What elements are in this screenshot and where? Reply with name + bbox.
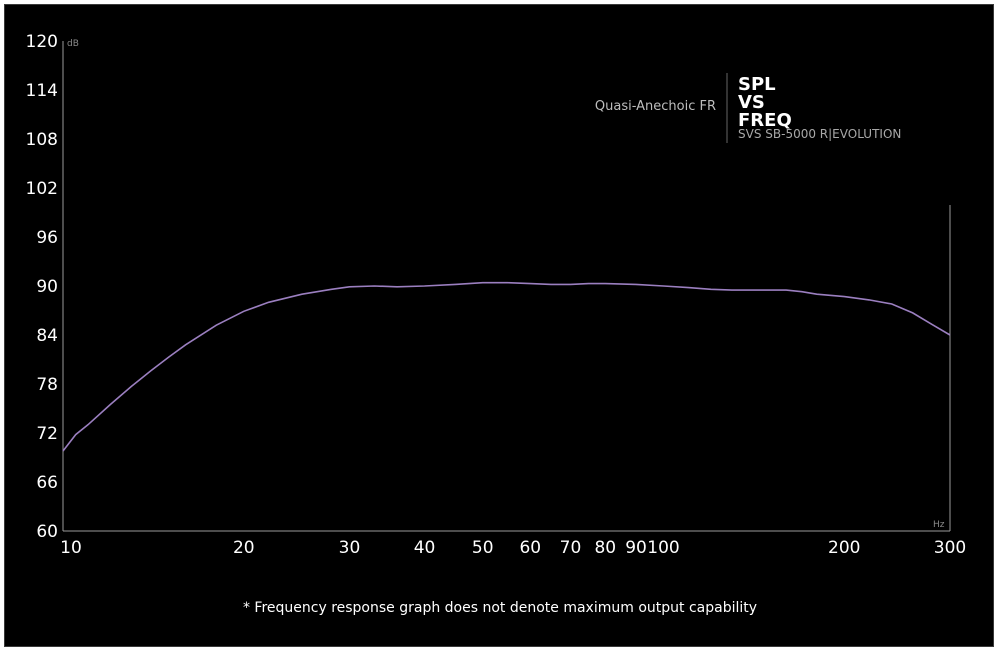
y-tick-label: 102 xyxy=(26,179,58,199)
x-tick-label: 80 xyxy=(594,538,616,558)
y-axis-unit-label: dB xyxy=(67,39,79,49)
x-axis-unit-label: Hz xyxy=(933,520,945,530)
y-tick-label: 114 xyxy=(26,81,58,101)
x-tick-labels: 10 20 30 40 50 60 70 80 90 100 200 300 xyxy=(60,538,966,558)
y-tick-labels: 120 114 108 102 96 90 84 78 72 66 60 xyxy=(26,32,58,542)
chart-title-line-1: SPL xyxy=(738,74,776,95)
x-tick-label: 200 xyxy=(828,538,860,558)
x-tick-label: 10 xyxy=(60,538,82,558)
chart-frame xyxy=(4,4,994,647)
product-name: SVS SB-5000 R|EVOLUTION xyxy=(738,127,901,141)
footnote: * Frequency response graph does not deno… xyxy=(243,600,757,616)
x-tick-label: 50 xyxy=(472,538,494,558)
y-tick-label: 96 xyxy=(36,228,58,248)
y-tick-label: 90 xyxy=(36,277,58,297)
y-tick-label: 78 xyxy=(36,375,58,395)
chart-title-line-3: FREQ xyxy=(738,110,792,131)
x-tick-label: 90 xyxy=(625,538,647,558)
x-tick-label: 60 xyxy=(519,538,541,558)
x-tick-label: 20 xyxy=(233,538,255,558)
y-tick-label: 84 xyxy=(36,326,58,346)
x-tick-label: 30 xyxy=(339,538,361,558)
y-tick-label: 60 xyxy=(36,522,58,542)
y-tick-label: 66 xyxy=(36,473,58,493)
chart-subtitle: Quasi-Anechoic FR xyxy=(595,99,716,114)
x-tick-label: 70 xyxy=(560,538,582,558)
chart-title-line-2: VS xyxy=(738,92,765,113)
y-tick-label: 120 xyxy=(26,32,58,52)
y-tick-label: 72 xyxy=(36,424,58,444)
x-tick-label: 100 xyxy=(647,538,679,558)
x-tick-label: 40 xyxy=(414,538,436,558)
x-tick-label: 300 xyxy=(934,538,966,558)
y-tick-label: 108 xyxy=(26,130,58,150)
series-line xyxy=(62,281,951,452)
